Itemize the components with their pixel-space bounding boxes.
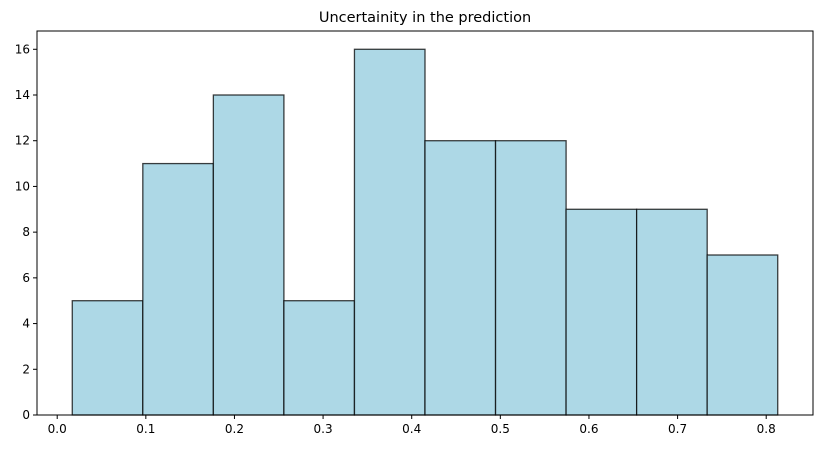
x-tick-label: 0.7 [668,422,687,436]
x-tick-label: 0.6 [579,422,598,436]
x-tick-label: 0.2 [225,422,244,436]
x-tick-label: 0.1 [136,422,155,436]
y-axis: 0 2 4 6 8 10 12 14 16 [15,42,37,422]
histogram-bar [706,254,779,416]
histogram-bar [212,94,285,416]
histogram-bar [635,208,708,416]
histogram-bar [142,162,215,416]
y-tick-label: 16 [15,42,30,56]
chart-title: Uncertainity in the prediction [319,10,531,26]
x-tick-label: 0.5 [491,422,510,436]
y-tick-label: 2 [22,362,30,376]
x-tick-label: 0.0 [48,422,67,436]
x-tick-label: 0.8 [757,422,776,436]
plot-frame [36,30,814,416]
y-tick-label: 12 [15,134,30,148]
x-tick-label: 0.3 [314,422,333,436]
histogram-bar [353,48,426,416]
bars-layer [71,48,779,416]
histogram-bar [71,300,144,416]
y-tick-label: 14 [15,88,30,102]
y-tick-label: 10 [15,179,30,193]
y-tick-label: 4 [22,317,30,331]
x-axis: 0.0 0.1 0.2 0.3 0.4 0.5 0.6 0.7 0.8 [48,415,776,436]
histogram-bar [494,140,567,416]
y-tick-label: 8 [22,225,30,239]
y-tick-label: 6 [22,271,30,285]
histogram-bar [283,300,356,416]
histogram-bar [424,140,497,416]
y-tick-label: 0 [22,408,30,422]
histogram-bar [565,208,638,416]
x-tick-label: 0.4 [402,422,421,436]
